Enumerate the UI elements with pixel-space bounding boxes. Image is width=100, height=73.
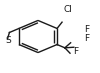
Text: F: F bbox=[84, 34, 89, 43]
Text: Cl: Cl bbox=[64, 5, 73, 14]
Text: S: S bbox=[5, 36, 11, 45]
Text: F: F bbox=[84, 25, 89, 34]
Text: F: F bbox=[73, 47, 78, 56]
